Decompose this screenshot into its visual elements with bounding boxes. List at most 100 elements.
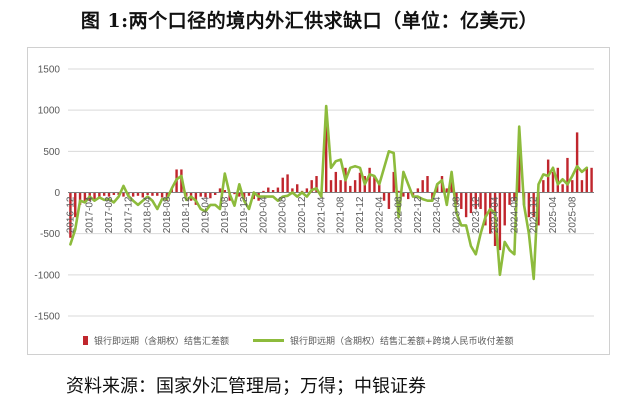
bar bbox=[296, 184, 299, 193]
bar bbox=[527, 192, 531, 218]
bar bbox=[218, 188, 222, 193]
bar bbox=[78, 192, 82, 205]
bar bbox=[122, 192, 125, 197]
bar bbox=[566, 157, 569, 193]
bar bbox=[339, 180, 342, 193]
y-tick-label: -1000 bbox=[34, 270, 60, 281]
x-tick-label: 2023-08 bbox=[451, 196, 462, 233]
source-note: 资料来源：国家外汇管理局；万得；中银证券 bbox=[66, 376, 426, 397]
bar bbox=[93, 192, 96, 200]
bar bbox=[156, 192, 159, 196]
bar bbox=[291, 188, 294, 193]
bar bbox=[102, 192, 106, 196]
chart-title: 图 1:两个口径的境内外汇供求缺口（单位：亿美元） bbox=[80, 10, 539, 32]
bar bbox=[575, 132, 579, 193]
bar bbox=[238, 192, 241, 197]
bar bbox=[368, 167, 371, 193]
bar bbox=[136, 192, 140, 196]
bar bbox=[358, 172, 362, 193]
y-axis-ticks: 1500 1000 500 0 -500 -1000 -1500 bbox=[34, 65, 60, 323]
legend-label-bar: 银行即远期（含期权）结售汇差额 bbox=[94, 335, 229, 347]
x-tick-label: 2020-04 bbox=[258, 196, 269, 233]
bar bbox=[146, 192, 149, 195]
bar bbox=[426, 176, 429, 193]
bar bbox=[455, 192, 458, 205]
line-series bbox=[69, 104, 589, 281]
bar bbox=[445, 188, 449, 193]
legend: 银行即远期（含期权）结售汇差额 银行即远期（含期权）结售汇差额+跨境人民币收付差… bbox=[83, 335, 514, 347]
bar bbox=[233, 192, 236, 195]
bar bbox=[571, 180, 574, 193]
bar bbox=[194, 192, 198, 205]
x-tick-label: 2019-08 bbox=[220, 196, 231, 233]
bar bbox=[267, 187, 270, 193]
y-tick-label: 1000 bbox=[38, 106, 61, 117]
bar bbox=[479, 192, 482, 209]
bar bbox=[484, 192, 487, 226]
bar bbox=[551, 171, 555, 193]
bar bbox=[74, 192, 77, 218]
x-tick-label: 2020-08 bbox=[278, 196, 289, 233]
y-tick-label: -500 bbox=[40, 229, 60, 240]
x-tick-label: 2025-04 bbox=[548, 196, 559, 233]
bar bbox=[141, 192, 145, 198]
bar bbox=[223, 190, 227, 193]
series-line bbox=[69, 104, 589, 281]
bar bbox=[590, 167, 593, 193]
x-tick-label: 2017-08 bbox=[104, 196, 115, 233]
legend-label-line: 银行即远期（含期权）结售汇差额+跨境人民币收付差额 bbox=[290, 335, 514, 347]
chart-frame: 1500 1000 500 0 -500 -1000 -1500 2016-12 2017-0… bbox=[27, 47, 610, 355]
x-tick-label: 2022-08 bbox=[394, 196, 405, 233]
bar bbox=[310, 180, 313, 193]
x-tick-label: 2023-04 bbox=[432, 196, 443, 233]
bar bbox=[83, 192, 87, 203]
bar bbox=[112, 192, 116, 195]
bar bbox=[353, 180, 357, 193]
bar bbox=[469, 192, 473, 214]
legend-swatch-bar bbox=[83, 336, 88, 345]
x-axis-ticks: 2016-12 2017-04 2017-08 2017-12 2018-04 2018-… bbox=[65, 196, 578, 233]
x-tick-label: 2024-04 bbox=[490, 196, 501, 233]
bar bbox=[580, 180, 584, 193]
y-tick-label: 1500 bbox=[38, 65, 61, 76]
bar bbox=[271, 190, 275, 193]
bar bbox=[397, 190, 400, 193]
bar bbox=[474, 192, 477, 209]
x-tick-label: 2018-12 bbox=[181, 196, 192, 233]
bar bbox=[450, 180, 453, 193]
bar bbox=[199, 192, 202, 197]
bar bbox=[209, 192, 212, 199]
bar bbox=[98, 192, 101, 198]
bar bbox=[329, 180, 333, 193]
x-tick-label: 2021-08 bbox=[336, 196, 347, 233]
bar bbox=[151, 192, 154, 196]
bar bbox=[276, 187, 280, 193]
bar bbox=[160, 192, 164, 198]
bar bbox=[532, 192, 535, 218]
bar bbox=[334, 171, 338, 193]
x-tick-label: 2024-12 bbox=[529, 196, 540, 233]
bar bbox=[585, 167, 588, 193]
x-tick-label: 2025-08 bbox=[567, 196, 578, 233]
bar bbox=[387, 192, 391, 209]
bar bbox=[262, 190, 265, 193]
x-tick-label: 2020-12 bbox=[297, 196, 308, 233]
bar bbox=[561, 184, 564, 193]
x-tick-label: 2017-12 bbox=[123, 196, 134, 233]
y-tick-label: -1500 bbox=[34, 312, 60, 323]
x-tick-label: 2023-12 bbox=[471, 196, 482, 233]
bar bbox=[373, 176, 376, 193]
bar bbox=[489, 192, 492, 234]
bar bbox=[460, 192, 463, 209]
bar bbox=[464, 192, 468, 218]
bar bbox=[107, 192, 111, 197]
bar bbox=[213, 192, 217, 195]
x-tick-label: 2019-04 bbox=[201, 196, 212, 233]
x-tick-label: 2016-12 bbox=[65, 196, 76, 233]
x-tick-label: 2024-08 bbox=[509, 196, 520, 233]
bar bbox=[349, 185, 352, 193]
bar bbox=[247, 192, 251, 196]
y-tick-label: 0 bbox=[54, 188, 60, 199]
bar bbox=[324, 122, 328, 193]
bar bbox=[382, 192, 386, 201]
